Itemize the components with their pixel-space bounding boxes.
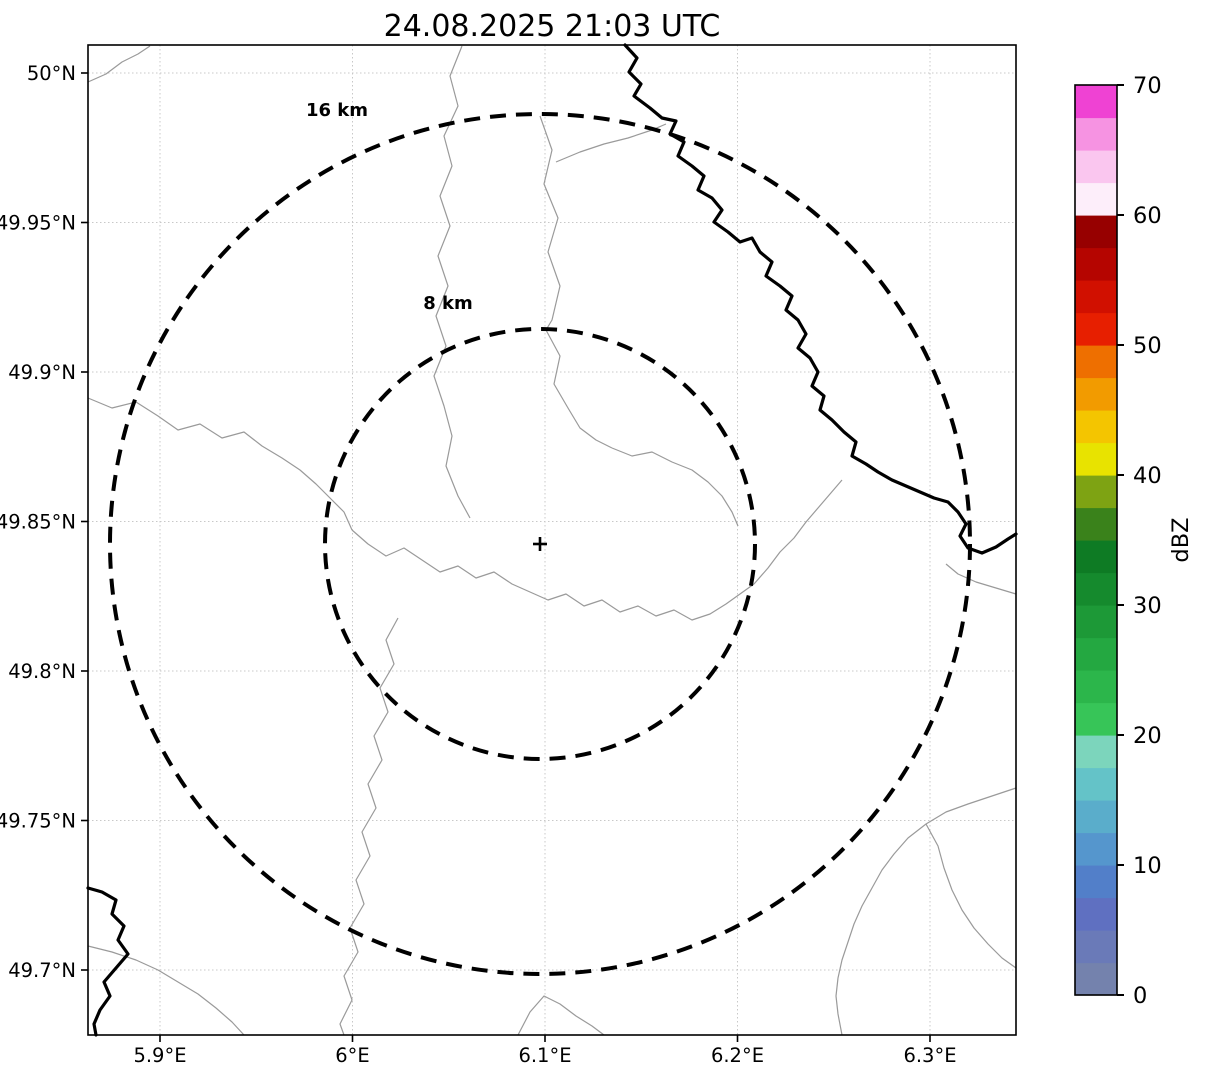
- plot-frame: [87, 44, 1017, 1036]
- colorbar-swatch: [1075, 962, 1117, 996]
- y-tick-label: 49.95°N: [0, 212, 76, 235]
- colorbar-swatch: [1075, 735, 1117, 769]
- range-ring-16km: [108, 112, 972, 976]
- y-tick-label: 49.8°N: [8, 660, 76, 683]
- colorbar-tick-label: 20: [1133, 723, 1162, 749]
- colorbar-swatch: [1075, 637, 1117, 671]
- colorbar-swatch: [1075, 540, 1117, 574]
- colorbar-frame: [1074, 84, 1118, 996]
- colorbar-swatch: [1075, 345, 1117, 379]
- colorbar-swatch: [1075, 572, 1117, 606]
- colorbar-swatch: [1075, 670, 1117, 704]
- river-border-lines: [86, 43, 1018, 1037]
- y-tick-label: 50°N: [27, 62, 76, 85]
- colorbar-swatch: [1075, 767, 1117, 801]
- colorbar-gradient: [1075, 85, 1117, 996]
- colorbar-tick-label: 10: [1133, 853, 1162, 879]
- y-tick-label: 49.7°N: [8, 959, 76, 982]
- range-ring-8km: [323, 327, 757, 761]
- colorbar-swatch: [1075, 930, 1117, 964]
- colorbar-swatch: [1075, 605, 1117, 639]
- range-ring-label-16km: 16 km: [306, 100, 368, 121]
- colorbar-label: dBZ: [1168, 517, 1194, 562]
- x-tick-label: 5.9°E: [133, 1044, 186, 1067]
- x-tick-label: 6.3°E: [903, 1044, 956, 1067]
- graticule-gridlines: [88, 45, 1016, 1035]
- colorbar-tick-label: 70: [1133, 73, 1162, 99]
- plot-title: 24.08.2025 21:03 UTC: [384, 9, 721, 44]
- x-tick-label: 6.1°E: [518, 1044, 571, 1067]
- colorbar-swatch: [1075, 410, 1117, 444]
- colorbar-tick-label: 50: [1133, 333, 1162, 359]
- radar-center-marker: [533, 537, 547, 551]
- colorbar-swatch: [1075, 312, 1117, 346]
- admin-border-lines: [87, 45, 1017, 1036]
- colorbar-swatch: [1075, 832, 1117, 866]
- colorbar-swatch: [1075, 280, 1117, 314]
- axis-tick-marks: [81, 72, 931, 1042]
- colorbar-swatch: [1075, 507, 1117, 541]
- colorbar-swatch: [1075, 442, 1117, 476]
- colorbar-swatch: [1075, 182, 1117, 216]
- colorbar-swatch: [1075, 150, 1117, 184]
- range-ring-label-8km: 8 km: [423, 293, 473, 314]
- colorbar-swatch: [1075, 215, 1117, 249]
- colorbar-ticks: 0 10 20 30 40 50 60 70: [1117, 73, 1162, 1009]
- colorbar-swatch: [1075, 85, 1117, 119]
- y-tick-label: 49.75°N: [0, 810, 76, 833]
- colorbar-swatch: [1075, 117, 1117, 151]
- colorbar-tick-label: 30: [1133, 593, 1162, 619]
- colorbar-swatch: [1075, 247, 1117, 281]
- colorbar-swatch: [1075, 897, 1117, 931]
- x-tick-label: 6°E: [335, 1044, 369, 1067]
- y-tick-label: 49.9°N: [8, 361, 76, 384]
- colorbar-swatch: [1075, 377, 1117, 411]
- y-tick-label: 49.85°N: [0, 511, 76, 534]
- colorbar-swatch: [1075, 800, 1117, 834]
- colorbar-tick-label: 0: [1133, 983, 1147, 1009]
- colorbar-tick-label: 60: [1133, 203, 1162, 229]
- colorbar-tick-label: 40: [1133, 463, 1162, 489]
- colorbar-swatch: [1075, 475, 1117, 509]
- colorbar-swatch: [1075, 702, 1117, 736]
- x-tick-label: 6.2°E: [711, 1044, 764, 1067]
- colorbar-swatch: [1075, 865, 1117, 899]
